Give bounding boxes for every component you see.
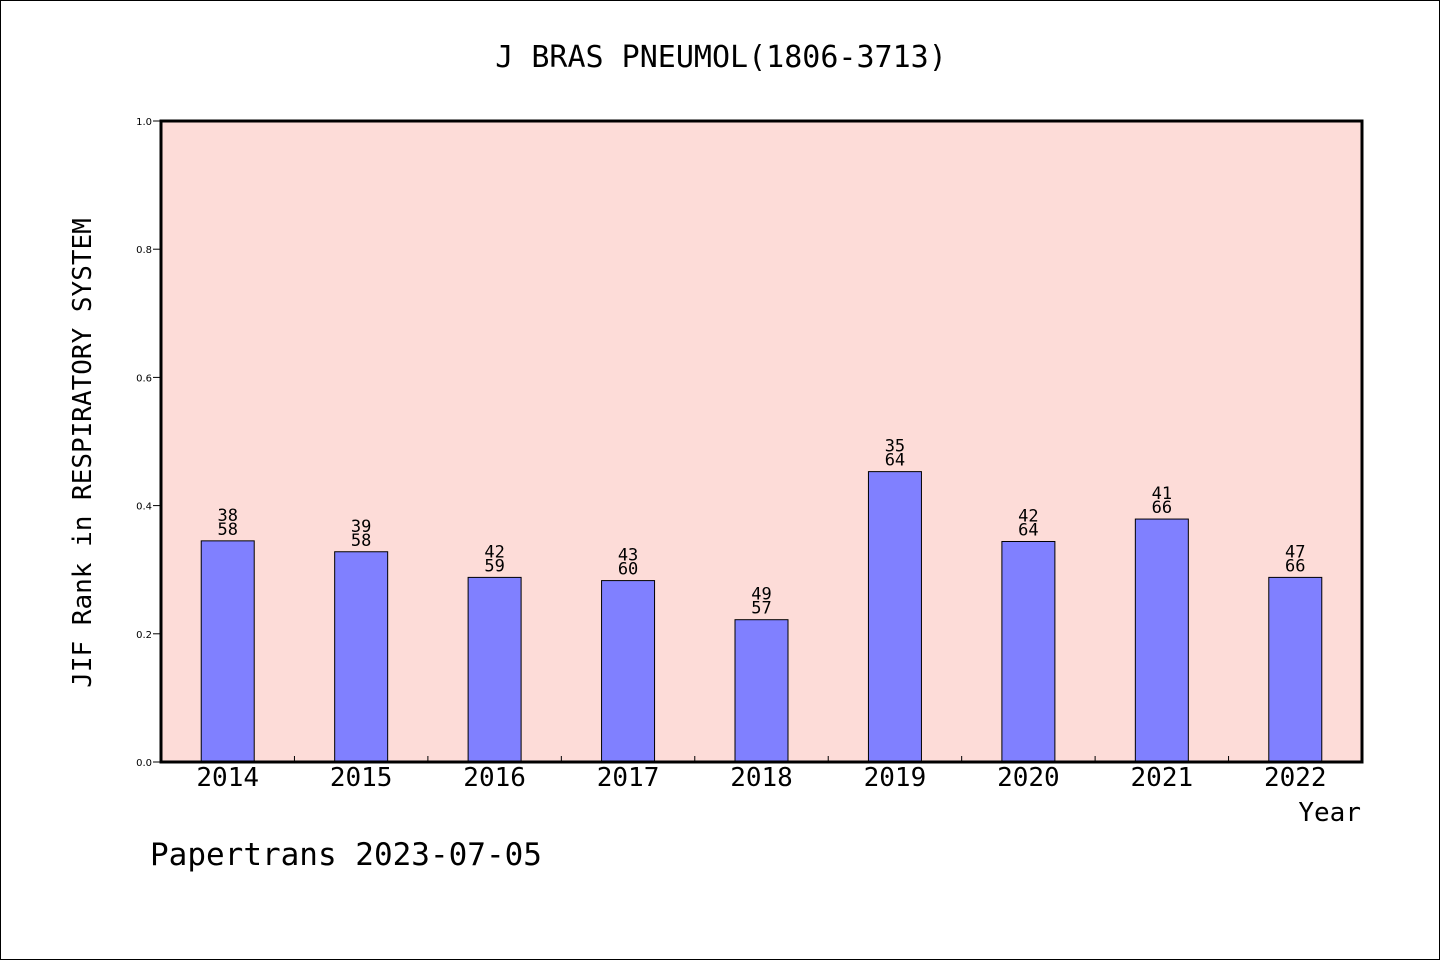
data-label-rank-2014: 38 [217,506,237,526]
data-label-rank-2022: 47 [1285,542,1305,562]
bar-2017 [601,580,656,763]
y-tick-label: 0.6 [136,373,152,384]
data-label-rank-2018: 49 [751,585,771,605]
x-tick-label-2020: 2020 [997,763,1060,793]
bar-2021 [1134,518,1189,763]
y-axis: 0.0 0.2 0.4 0.6 0.8 1.0 [136,117,161,769]
data-label-total-2020: 64 [1018,520,1038,540]
data-label-rank-2021: 41 [1152,484,1172,504]
data-label-total-2018: 57 [751,599,771,619]
data-label-total-2021: 66 [1152,498,1172,518]
bars-layer [200,471,1323,763]
y-axis-label: JIF Rank in RESPIRATORY SYSTEM [68,218,98,688]
data-label-rank-2016: 42 [484,542,504,562]
y-tick-label: 1.0 [136,117,152,128]
plot-frame [159,119,1364,764]
x-tick-label-2016: 2016 [463,763,526,793]
data-label-total-2022: 66 [1285,556,1305,576]
bar-2018 [734,619,789,763]
data-label-total-2015: 58 [351,531,371,551]
x-tick-label-2017: 2017 [597,763,660,793]
chart-title: J BRAS PNEUMOL(1806-3713) [495,40,947,75]
x-tick-label-2022: 2022 [1264,763,1327,793]
bar-2019 [867,471,922,763]
x-tick-label-2018: 2018 [730,763,793,793]
bar-2015 [334,551,389,763]
y-tick-label: 0.0 [136,758,152,769]
data-label-total-2017: 60 [618,560,638,580]
x-tick-label-2015: 2015 [330,763,393,793]
y-tick-label: 0.4 [136,502,152,513]
data-label-total-2019: 64 [885,451,905,471]
y-tick-label: 0.2 [136,630,152,641]
footer-text: Papertrans 2023-07-05 [150,837,542,873]
data-label-rank-2015: 39 [351,517,371,537]
x-tick-label-2021: 2021 [1131,763,1194,793]
data-label-rank-2019: 35 [885,437,905,457]
x-axis-label: Year [1298,798,1361,828]
bar-2020 [1001,540,1056,763]
y-tick-label: 0.8 [136,245,152,256]
bar-2014 [200,540,255,763]
x-axis: 2014 2015 2016 2017 2018 2019 2020 2021 2022 [196,756,1327,793]
bar-2022 [1268,576,1323,763]
bar-2016 [467,576,522,763]
x-tick-label-2019: 2019 [864,763,927,793]
x-tick-label-2014: 2014 [196,763,259,793]
data-label-total-2016: 59 [484,556,504,576]
data-label-rank-2017: 43 [618,546,638,566]
data-label-total-2014: 58 [217,520,237,540]
data-label-rank-2020: 42 [1018,506,1038,526]
